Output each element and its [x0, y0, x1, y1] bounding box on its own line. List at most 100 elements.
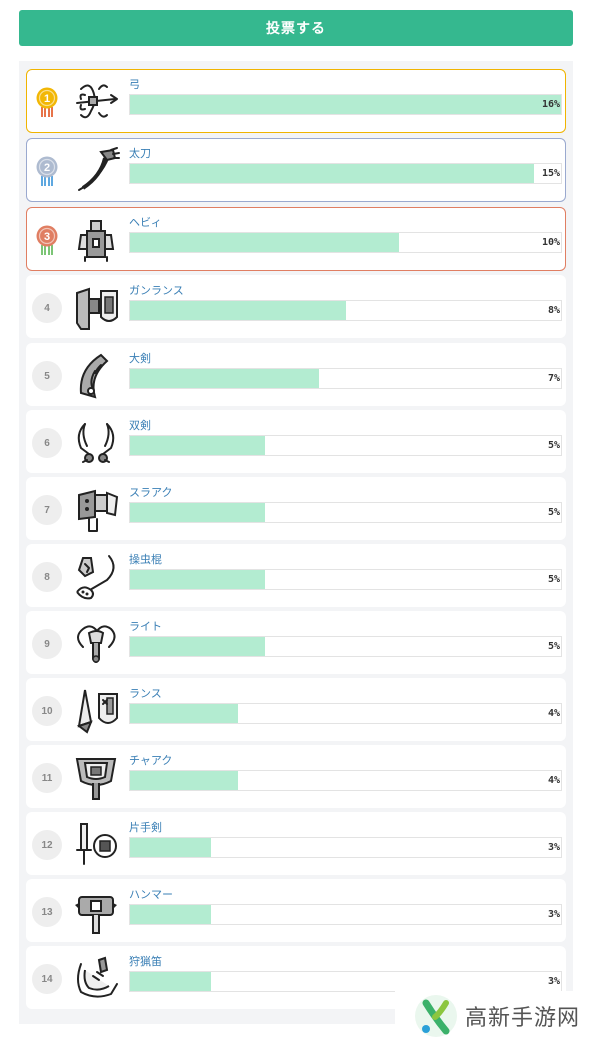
vote-bar: 5% [129, 569, 562, 590]
ranking-row[interactable]: 5 大剣 7% [26, 343, 566, 406]
rank-number: 12 [32, 830, 62, 860]
ranking-row[interactable]: 10 ランス 4% [26, 678, 566, 741]
vote-bar: 5% [129, 502, 562, 523]
watermark-text: 高新手游网 [465, 1006, 581, 1031]
weapon-name: ガンランス [129, 284, 184, 297]
vote-bar: 4% [129, 703, 562, 724]
vote-percent: 15% [541, 168, 560, 179]
vote-bar-fill [130, 570, 265, 589]
ranking-row[interactable]: 12 片手剣 3% [26, 812, 566, 875]
great-sword-icon [79, 353, 109, 399]
rank-number: 2 [44, 162, 50, 174]
heavy-bowgun-icon [77, 220, 115, 262]
weapon-name: ハンマー [129, 888, 173, 901]
rank-number: 11 [32, 763, 62, 793]
rank-number: 6 [32, 428, 62, 458]
ranking-row[interactable]: 4 ガンランス 8% [26, 275, 566, 338]
vote-percent: 4% [547, 708, 560, 719]
ranking-list: 1 弓 16% 2 太刀 15% 3 ヘビィ 10% 4 ガンランス 8% 5 大剣 7% 6 双剣 5% 7 スラア… [19, 61, 573, 1024]
ranking-row[interactable]: 3 ヘビィ 10% [26, 207, 566, 271]
ranking-row[interactable]: 9 ライト 5% [26, 611, 566, 674]
ranking-row[interactable]: 8 操虫棍 5% [26, 544, 566, 607]
vote-percent: 3% [547, 976, 560, 987]
gold-medal-icon: 1 [36, 87, 58, 117]
vote-bar: 8% [129, 300, 562, 321]
vote-bar: 5% [129, 636, 562, 657]
hammer-icon [75, 896, 117, 934]
weapon-name: ヘビィ [129, 216, 162, 229]
vote-bar-fill [130, 95, 561, 114]
switch-axe-icon [78, 489, 119, 532]
vote-bar: 5% [129, 435, 562, 456]
vote-bar: 10% [129, 232, 562, 253]
rank-number: 13 [32, 897, 62, 927]
weapon-name: ライト [129, 620, 162, 633]
ranking-row[interactable]: 1 弓 16% [26, 69, 566, 133]
vote-bar: 4% [129, 770, 562, 791]
vote-bar-fill [130, 503, 265, 522]
vote-percent: 5% [547, 440, 560, 451]
rank-number: 9 [32, 629, 62, 659]
vote-bar-fill [130, 369, 319, 388]
vote-bar: 16% [129, 94, 562, 115]
dual-blades-icon [77, 423, 115, 463]
vote-bar-fill [130, 637, 265, 656]
ranking-row[interactable]: 14 狩猟笛 3% [26, 946, 566, 1009]
vote-bar: 3% [129, 971, 562, 992]
weapon-name: スラアク [129, 486, 173, 499]
vote-percent: 16% [541, 99, 560, 110]
vote-percent: 5% [547, 507, 560, 518]
ranking-row[interactable]: 7 スラアク 5% [26, 477, 566, 540]
watermark: 高新手游网 [395, 991, 595, 1041]
rank-number: 1 [44, 93, 50, 105]
ranking-row[interactable]: 13 ハンマー 3% [26, 879, 566, 942]
ranking-row[interactable]: 2 太刀 15% [26, 138, 566, 202]
vote-percent: 3% [547, 909, 560, 920]
silver-medal-icon: 2 [36, 156, 58, 186]
weapon-name: 狩猟笛 [129, 955, 162, 968]
vote-percent: 4% [547, 775, 560, 786]
vote-bar-fill [130, 838, 211, 857]
watermark-logo-icon [415, 995, 457, 1037]
lance-icon [76, 689, 118, 734]
rank-number: 3 [44, 231, 50, 243]
bronze-medal-icon: 3 [36, 225, 58, 255]
gunlance-icon [76, 287, 118, 330]
vote-percent: 5% [547, 641, 560, 652]
weapon-name: 双剣 [129, 419, 151, 432]
vote-button[interactable]: 投票する [19, 10, 573, 46]
vote-percent: 3% [547, 842, 560, 853]
vote-bar-fill [130, 436, 265, 455]
ranking-row[interactable]: 11 チャアク 4% [26, 745, 566, 808]
rank-number: 4 [32, 293, 62, 323]
vote-percent: 7% [547, 373, 560, 384]
vote-percent: 5% [547, 574, 560, 585]
charge-blade-icon [75, 758, 117, 800]
vote-percent: 10% [541, 237, 560, 248]
rank-number: 8 [32, 562, 62, 592]
weapon-name: ランス [129, 687, 162, 700]
sword-and-shield-icon [76, 823, 117, 865]
weapon-name: チャアク [129, 754, 173, 767]
vote-bar-fill [130, 164, 535, 183]
light-bowgun-icon [77, 625, 116, 663]
bow-icon [76, 84, 118, 119]
weapon-name: 操虫棍 [129, 553, 162, 566]
rank-number: 7 [32, 495, 62, 525]
insect-glaive-icon [76, 555, 115, 600]
rank-number: 14 [32, 964, 62, 994]
vote-bar-fill [130, 233, 400, 252]
vote-bar-fill [130, 704, 238, 723]
vote-bar: 3% [129, 837, 562, 858]
weapon-name: 太刀 [129, 147, 151, 160]
rank-number: 5 [32, 361, 62, 391]
long-sword-icon [78, 147, 120, 191]
rank-number: 10 [32, 696, 62, 726]
weapon-name: 片手剣 [129, 821, 162, 834]
weapon-name: 大剣 [129, 352, 151, 365]
hunting-horn-icon [77, 956, 118, 998]
vote-bar: 7% [129, 368, 562, 389]
vote-bar-fill [130, 771, 238, 790]
vote-percent: 8% [547, 305, 560, 316]
ranking-row[interactable]: 6 双剣 5% [26, 410, 566, 473]
